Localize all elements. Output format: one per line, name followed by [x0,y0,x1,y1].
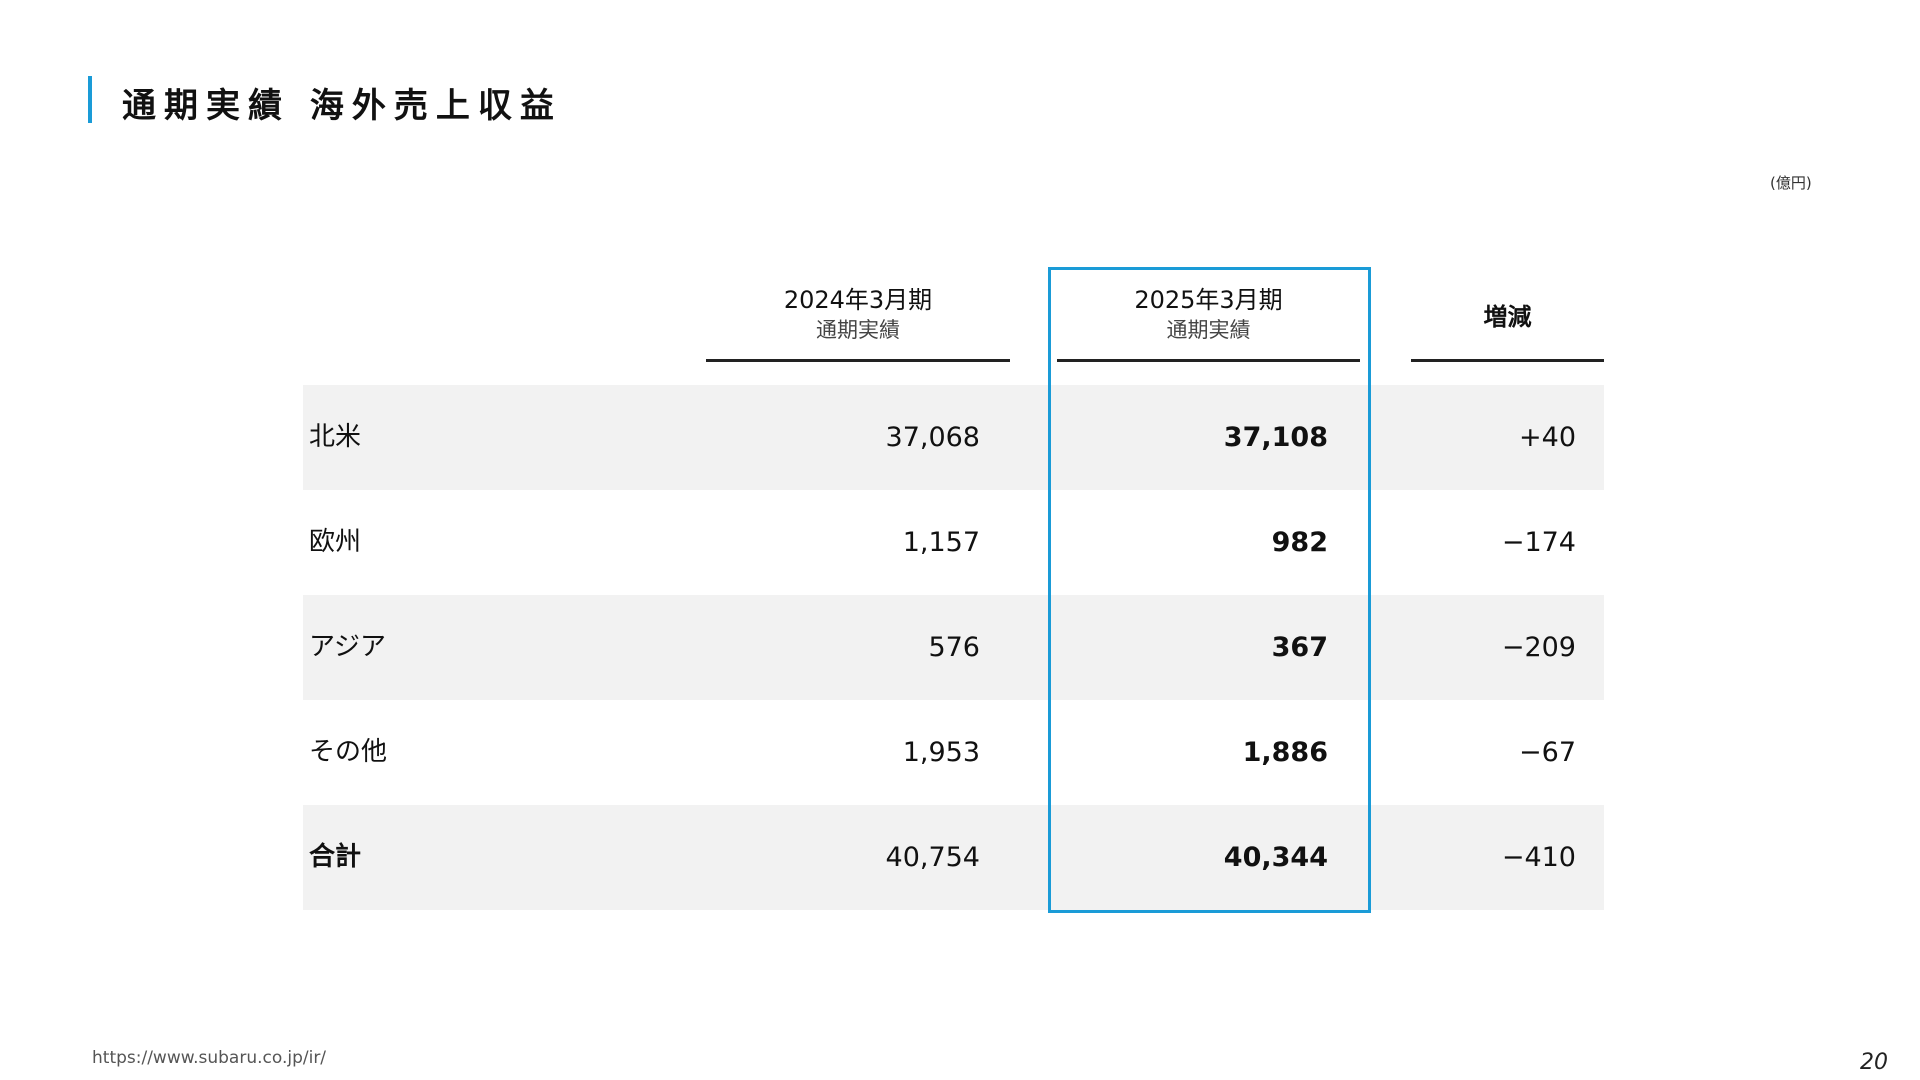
value-fy2025: 367 [1271,632,1328,663]
title-accent-bar [88,76,92,123]
value-fy2025: 1,886 [1242,737,1328,768]
header-underline [706,359,1010,362]
footer-url[interactable]: https://www.subaru.co.jp/ir/ [92,1048,327,1068]
row-label: 欧州 [309,527,362,557]
table-row: その他 1,953 1,886 −67 [303,700,1604,805]
page-title: 通期実績 海外売上収益 [122,86,562,126]
value-fy2025: 37,108 [1223,422,1328,453]
row-label: 北米 [309,422,362,452]
value-fy2024: 1,157 [902,527,980,558]
column-period: 2024年3月期 [783,286,933,314]
column-header-fy2024: 2024年3月期 通期実績 [706,285,1010,345]
table-row: 合計 40,754 40,344 −410 [303,805,1604,910]
column-sub: 通期実績 [1166,318,1251,342]
value-fy2024: 576 [928,632,980,663]
header-underline [1411,359,1604,362]
column-period: 2025年3月期 [1134,286,1283,314]
row-label: アジア [309,632,386,662]
table-row: 北米 37,068 37,108 +40 [303,385,1604,490]
table-row: 欧州 1,157 982 −174 [303,490,1604,595]
column-header-fy2025: 2025年3月期 通期実績 [1057,285,1360,345]
value-fy2024: 1,953 [902,737,980,768]
value-fy2025: 982 [1271,527,1328,558]
value-fy2024: 40,754 [885,842,980,873]
row-label: 合計 [309,842,362,872]
page-number: 20 [1860,1050,1888,1075]
value-change: −209 [1501,632,1576,663]
value-change: −174 [1501,527,1576,558]
column-sub: 通期実績 [816,318,900,342]
unit-label: (億円) [1770,174,1812,192]
fy2025-highlight-box [1048,267,1371,913]
value-change: −410 [1501,842,1576,873]
value-change: +40 [1519,422,1576,453]
table-row: アジア 576 367 −209 [303,595,1604,700]
header-underline [1057,359,1360,362]
value-change: −67 [1519,737,1576,768]
row-label: その他 [309,737,388,767]
column-period: 増減 [1483,303,1532,331]
value-fy2025: 40,344 [1223,842,1328,873]
column-header-change: 増減 [1411,302,1604,332]
value-fy2024: 37,068 [885,422,980,453]
